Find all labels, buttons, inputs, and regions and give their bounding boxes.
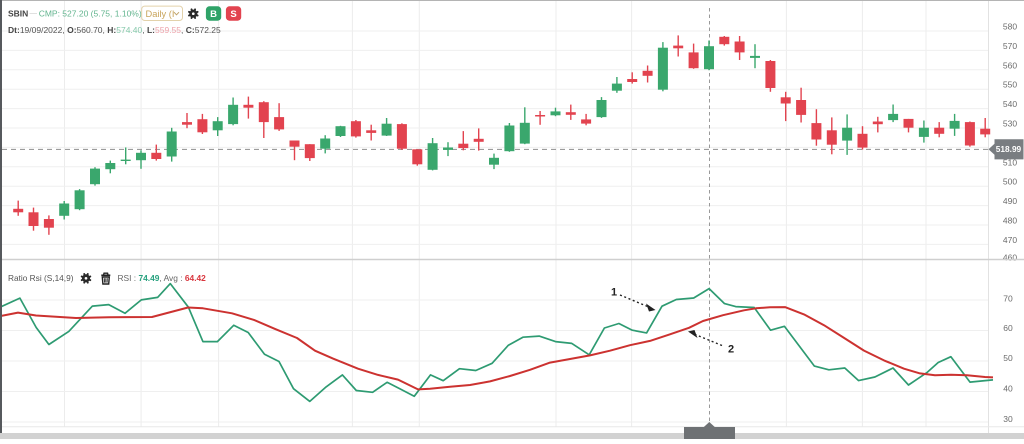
svg-text:RSI : 74.49, Avg : 64.42: RSI : 74.49, Avg : 64.42: [118, 273, 207, 283]
svg-text:500: 500: [1003, 177, 1017, 187]
svg-text:480: 480: [1003, 216, 1017, 226]
svg-text:470: 470: [1003, 235, 1017, 245]
svg-text:510: 510: [1003, 157, 1017, 167]
svg-text:50: 50: [1003, 353, 1013, 363]
svg-text:490: 490: [1003, 196, 1017, 206]
svg-text:540: 540: [1003, 99, 1017, 109]
svg-text:560: 560: [1003, 60, 1017, 70]
svg-text:518.99: 518.99: [996, 144, 1022, 154]
svg-text:580: 580: [1003, 22, 1017, 32]
svg-text:60: 60: [1003, 323, 1013, 333]
svg-text:40: 40: [1003, 384, 1013, 394]
svg-text:Dt:19/09/2022, O:560.70, H:574: Dt:19/09/2022, O:560.70, H:574.40, L:559…: [8, 25, 221, 35]
svg-text:Daily (I: Daily (I: [146, 9, 175, 19]
svg-text:570: 570: [1003, 41, 1017, 51]
svg-text:SBIN: SBIN: [8, 9, 28, 19]
svg-text:1: 1: [611, 287, 617, 299]
svg-text:30: 30: [1003, 414, 1013, 424]
svg-text:S: S: [230, 9, 236, 20]
svg-text:530: 530: [1003, 119, 1017, 129]
svg-text:2: 2: [728, 344, 734, 356]
svg-text:CMP: 527.20 (5.75, 1.10%): CMP: 527.20 (5.75, 1.10%): [39, 9, 142, 19]
svg-text:70: 70: [1003, 293, 1013, 303]
svg-text:Ratio Rsi (S,14,9): Ratio Rsi (S,14,9): [8, 273, 74, 283]
svg-text:460: 460: [1003, 253, 1017, 263]
svg-text:B: B: [210, 9, 217, 20]
svg-text:550: 550: [1003, 80, 1017, 90]
